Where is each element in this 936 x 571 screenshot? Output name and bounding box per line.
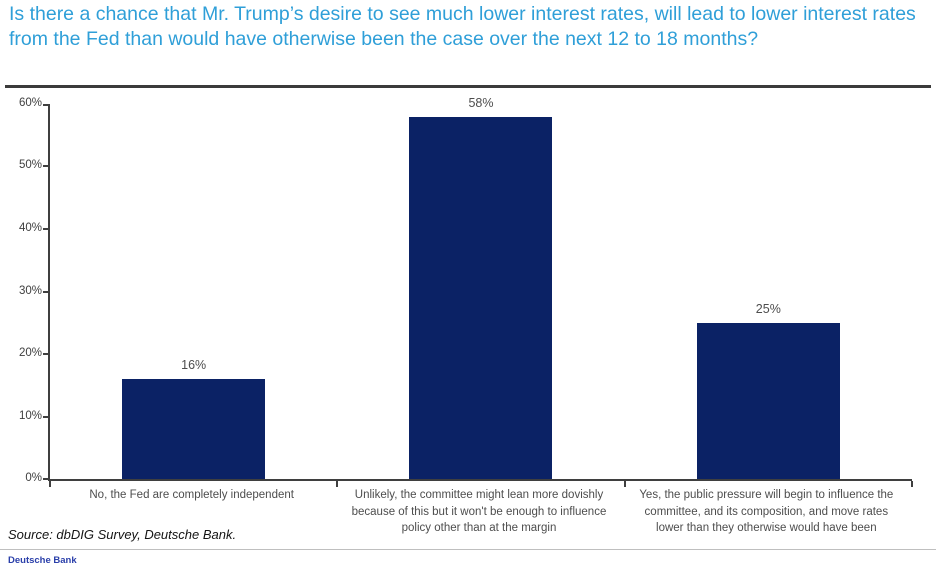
x-tick-mark — [49, 481, 51, 487]
x-tick-mark — [623, 481, 626, 487]
bar-value-label: 58% — [468, 95, 494, 110]
bar-slots: 16% 58% 25% — [50, 96, 912, 479]
bar-value-label: 25% — [755, 301, 781, 316]
category-label: No, the Fed are completely independent — [89, 489, 294, 501]
y-tick-mark — [43, 478, 50, 480]
bar-slot: 58% — [337, 96, 624, 479]
bar-value-label: 16% — [181, 358, 207, 372]
y-tick-mark — [43, 104, 50, 106]
chart-title: Is there a chance that Mr. Trump’s desir… — [9, 3, 916, 50]
category-label: Yes, the public pressure will begin to i… — [639, 489, 894, 534]
brand-text: Deutsche Bank — [8, 555, 77, 566]
bar: 16% — [122, 358, 266, 479]
y-tick-mark — [43, 227, 50, 230]
bar-slot: 16% — [50, 104, 337, 479]
plot-area: 16% 58% 25% — [43, 96, 913, 487]
y-tick-label: 10% — [18, 409, 42, 422]
y-tick-label: 40% — [18, 221, 42, 234]
y-tick-mark — [43, 415, 50, 418]
category-labels: No, the Fed are completely independent Un… — [48, 487, 910, 537]
footer-divider — [0, 549, 936, 550]
y-tick-mark — [43, 352, 50, 355]
y-tick-mark — [43, 165, 50, 168]
y-tick-label: 20% — [18, 346, 42, 359]
x-tick-mark — [911, 481, 913, 487]
y-tick-label: 50% — [18, 159, 42, 172]
bar: 58% — [409, 96, 553, 479]
title-divider — [5, 85, 931, 88]
y-tick-label: 60% — [18, 97, 42, 109]
bar: 25% — [696, 302, 840, 479]
category-label: Unlikely, the committee might lean more … — [351, 489, 607, 534]
y-tick-label: 30% — [18, 284, 42, 297]
y-tick-mark — [43, 290, 50, 293]
bar-slot: 25% — [625, 104, 912, 479]
y-tick-label: 0% — [25, 472, 42, 484]
x-tick-mark — [336, 481, 339, 487]
y-axis-labels: 60% 50% 40% 30% 20% 10% 0% — [0, 97, 42, 484]
source-text: Source: dbDIG Survey, Deutsche Bank. — [8, 527, 237, 542]
